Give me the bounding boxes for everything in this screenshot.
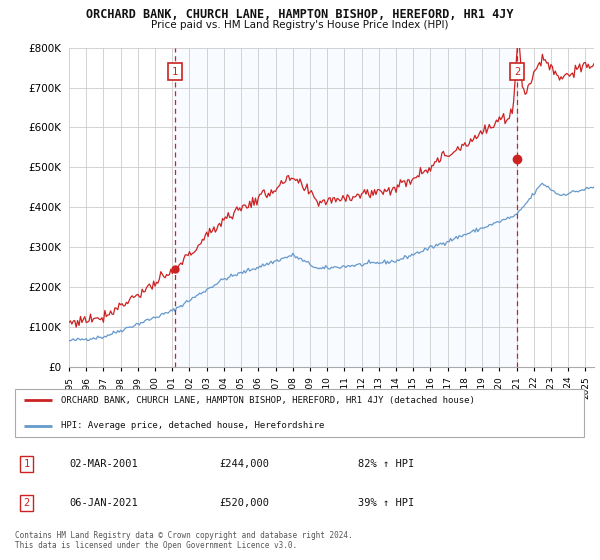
Text: £520,000: £520,000 [220, 498, 269, 508]
Text: 06-JAN-2021: 06-JAN-2021 [70, 498, 139, 508]
Text: 82% ↑ HPI: 82% ↑ HPI [358, 459, 414, 469]
Text: 1: 1 [23, 459, 29, 469]
Text: Contains HM Land Registry data © Crown copyright and database right 2024.
This d: Contains HM Land Registry data © Crown c… [15, 531, 353, 550]
Text: 1: 1 [172, 67, 178, 77]
Text: HPI: Average price, detached house, Herefordshire: HPI: Average price, detached house, Here… [61, 421, 325, 430]
Bar [175, 48, 517, 367]
FancyBboxPatch shape [15, 389, 584, 437]
Text: 2: 2 [23, 498, 29, 508]
Text: 2: 2 [514, 67, 520, 77]
Text: ORCHARD BANK, CHURCH LANE, HAMPTON BISHOP, HEREFORD, HR1 4JY (detached house): ORCHARD BANK, CHURCH LANE, HAMPTON BISHO… [61, 396, 475, 405]
Text: 02-MAR-2001: 02-MAR-2001 [70, 459, 139, 469]
Text: Price paid vs. HM Land Registry's House Price Index (HPI): Price paid vs. HM Land Registry's House … [151, 20, 449, 30]
Text: 39% ↑ HPI: 39% ↑ HPI [358, 498, 414, 508]
Text: ORCHARD BANK, CHURCH LANE, HAMPTON BISHOP, HEREFORD, HR1 4JY: ORCHARD BANK, CHURCH LANE, HAMPTON BISHO… [86, 8, 514, 21]
Text: £244,000: £244,000 [220, 459, 269, 469]
